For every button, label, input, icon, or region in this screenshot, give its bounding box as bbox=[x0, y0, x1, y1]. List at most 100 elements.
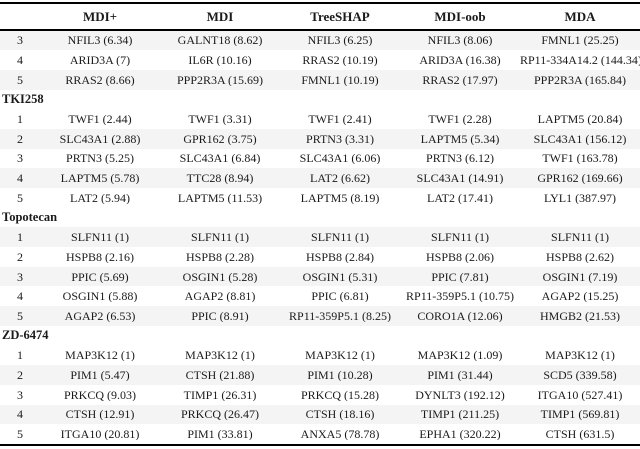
feature-cell: PRTN3 (3.31) bbox=[306, 132, 374, 145]
table-row: 4 LAPTM5 (5.78) TTC28 (8.94) LAT2 (6.62) SLC… bbox=[0, 168, 640, 188]
feature-cell: SLC43A1 (14.91) bbox=[416, 172, 504, 185]
feature-cell: ITGA10 (527.41) bbox=[537, 388, 623, 401]
feature-cell: OSGIN1 (5.88) bbox=[62, 290, 138, 303]
table-header-rule bbox=[0, 29, 640, 31]
feature-cell: HSPB8 (2.28) bbox=[185, 250, 254, 263]
rank-cell: 1 bbox=[17, 112, 23, 127]
feature-cell: SCD5 (339.58) bbox=[543, 369, 617, 382]
rank-cell: 3 bbox=[17, 269, 23, 284]
table-body: 3 NFIL3 (6.34) GALNT18 (8.62) NFIL3 (6.25) N… bbox=[0, 30, 640, 444]
group-header-row: ZD-6474 bbox=[0, 325, 640, 346]
group-header-row: TKI258 bbox=[0, 89, 640, 110]
feature-cell: TWF1 (2.41) bbox=[308, 113, 372, 126]
feature-cell: IL6R (10.16) bbox=[188, 54, 252, 67]
feature-cell: SLFN11 (1) bbox=[311, 231, 369, 244]
feature-cell: HSPB8 (2.84) bbox=[305, 250, 374, 263]
feature-cell: TWF1 (2.44) bbox=[68, 113, 132, 126]
feature-cell: ARID3A (7) bbox=[69, 54, 131, 67]
feature-cell: ITGA10 (20.81) bbox=[60, 428, 140, 441]
table-row: 2 SLC43A1 (2.88) GPR162 (3.75) PRTN3 (3.31)… bbox=[0, 128, 640, 149]
rank-cell: 4 bbox=[17, 407, 23, 422]
table-row: 4 OSGIN1 (5.88) AGAP2 (8.81) PPIC (6.81) RP1… bbox=[0, 286, 640, 306]
feature-cell: PIM1 (31.44) bbox=[427, 369, 493, 382]
group-header-row: Topotecan bbox=[0, 207, 640, 228]
feature-cell: NFIL3 (6.34) bbox=[67, 34, 133, 47]
feature-cell: PPP2R3A (15.69) bbox=[176, 73, 264, 86]
feature-cell: MAP3K12 (1) bbox=[545, 349, 615, 362]
rank-cell: 5 bbox=[17, 308, 23, 323]
feature-cell: MAP3K12 (1) bbox=[305, 349, 375, 362]
feature-cell: MAP3K12 (1) bbox=[65, 349, 135, 362]
feature-cell: TIMP1 (26.31) bbox=[183, 388, 257, 401]
rank-cell: 4 bbox=[17, 289, 23, 304]
table-row: 1 MAP3K12 (1) MAP3K12 (1) MAP3K12 (1) MAP3K1… bbox=[0, 346, 640, 366]
column-header-mdi: MDI bbox=[206, 10, 234, 23]
feature-cell: OSGIN1 (5.31) bbox=[302, 270, 378, 283]
feature-cell: PRKCQ (9.03) bbox=[63, 388, 136, 401]
feature-cell: LAT2 (6.62) bbox=[310, 172, 370, 185]
table-bottom-rule bbox=[0, 443, 640, 446]
table-row: 5 RRAS2 (8.66) PPP2R3A (15.69) FMNL1 (10.19… bbox=[0, 69, 640, 90]
feature-cell: GPR162 (169.66) bbox=[537, 172, 623, 185]
feature-cell: TTC28 (8.94) bbox=[186, 172, 254, 185]
table-row: 2 PIM1 (5.47) CTSH (21.88) PIM1 (10.28) PIM1… bbox=[0, 365, 640, 385]
feature-cell: AGAP2 (6.53) bbox=[64, 309, 136, 322]
feature-cell: LAPTM5 (5.78) bbox=[60, 172, 140, 185]
feature-cell: RRAS2 (8.66) bbox=[65, 73, 135, 86]
rank-cell: 2 bbox=[17, 131, 23, 146]
feature-cell: NFIL3 (6.25) bbox=[307, 34, 373, 47]
table-header-row: MDI+ MDI TreeSHAP MDI-oob MDA bbox=[0, 4, 640, 29]
rank-cell: 3 bbox=[17, 387, 23, 402]
feature-cell: LAT2 (5.94) bbox=[70, 191, 130, 204]
feature-cell: AGAP2 (15.25) bbox=[541, 290, 619, 303]
feature-cell: TWF1 (3.31) bbox=[188, 113, 252, 126]
feature-cell: CTSH (18.16) bbox=[305, 408, 375, 421]
feature-cell: EPHA1 (320.22) bbox=[419, 428, 501, 441]
rank-cell: 3 bbox=[17, 33, 23, 48]
feature-cell: SLC43A1 (2.88) bbox=[59, 132, 141, 145]
rank-cell: 1 bbox=[17, 348, 23, 363]
feature-cell: PRTN3 (5.25) bbox=[66, 152, 134, 165]
feature-cell: MAP3K12 (1.09) bbox=[417, 349, 503, 362]
feature-cell: PPIC (8.91) bbox=[191, 309, 249, 322]
feature-cell: HSPB8 (2.62) bbox=[545, 250, 614, 263]
feature-cell: RP11-334A14.2 (144.34) bbox=[520, 54, 640, 67]
feature-cell: SLFN11 (1) bbox=[551, 231, 609, 244]
table-row: 5 ITGA10 (20.81) PIM1 (33.81) ANXA5 (78.78)… bbox=[0, 424, 640, 444]
table-row: 3 NFIL3 (6.34) GALNT18 (8.62) NFIL3 (6.25) N… bbox=[0, 30, 640, 51]
table-row: 5 AGAP2 (6.53) PPIC (8.91) RP11-359P5.1 (8.… bbox=[0, 306, 640, 326]
feature-cell: HSPB8 (2.16) bbox=[65, 250, 134, 263]
feature-cell: RRAS2 (10.19) bbox=[302, 54, 378, 67]
table-row: 1 SLFN11 (1) SLFN11 (1) SLFN11 (1) SLFN11 (1… bbox=[0, 227, 640, 248]
feature-cell: HMGB2 (21.53) bbox=[540, 309, 620, 322]
rank-cell: 3 bbox=[17, 151, 23, 166]
table-row: 3 PRKCQ (9.03) TIMP1 (26.31) PRKCQ (15.28) D… bbox=[0, 385, 640, 405]
rank-cell: 1 bbox=[17, 230, 23, 245]
feature-cell: ARID3A (16.38) bbox=[419, 54, 501, 67]
feature-cell: CTSH (12.91) bbox=[65, 408, 135, 421]
group-label: Topotecan bbox=[2, 210, 58, 225]
column-header-treeshap: TreeSHAP bbox=[310, 10, 370, 23]
feature-cell: GALNT18 (8.62) bbox=[177, 34, 263, 47]
feature-cell: AGAP2 (8.81) bbox=[184, 290, 256, 303]
feature-cell: MAP3K12 (1) bbox=[185, 349, 255, 362]
feature-cell: TWF1 (2.28) bbox=[428, 113, 492, 126]
table-row: 4 ARID3A (7) IL6R (10.16) RRAS2 (10.19) ARID… bbox=[0, 50, 640, 70]
table-row: 5 LAT2 (5.94) LAPTM5 (11.53) LAPTM5 (8.19) L… bbox=[0, 188, 640, 208]
feature-cell: PRKCQ (26.47) bbox=[180, 408, 259, 421]
feature-cell: NFIL3 (8.06) bbox=[427, 34, 493, 47]
feature-cell: PPIC (6.81) bbox=[311, 290, 369, 303]
feature-cell: SLFN11 (1) bbox=[71, 231, 129, 244]
feature-cell: OSGIN1 (5.28) bbox=[182, 270, 258, 283]
rank-cell: 5 bbox=[17, 72, 23, 87]
feature-cell: FMNL1 (25.25) bbox=[541, 34, 619, 47]
table-row: 3 PPIC (5.69) OSGIN1 (5.28) OSGIN1 (5.31) PP… bbox=[0, 266, 640, 287]
feature-cell: FMNL1 (10.19) bbox=[301, 73, 379, 86]
table-row: 2 HSPB8 (2.16) HSPB8 (2.28) HSPB8 (2.84) HSP… bbox=[0, 247, 640, 267]
feature-cell: GPR162 (3.75) bbox=[183, 132, 257, 145]
table-top-rule bbox=[0, 2, 640, 4]
rank-cell: 5 bbox=[17, 190, 23, 205]
group-label: ZD-6474 bbox=[2, 328, 49, 343]
feature-cell: SLFN11 (1) bbox=[191, 231, 249, 244]
feature-cell: PRKCQ (15.28) bbox=[300, 388, 379, 401]
